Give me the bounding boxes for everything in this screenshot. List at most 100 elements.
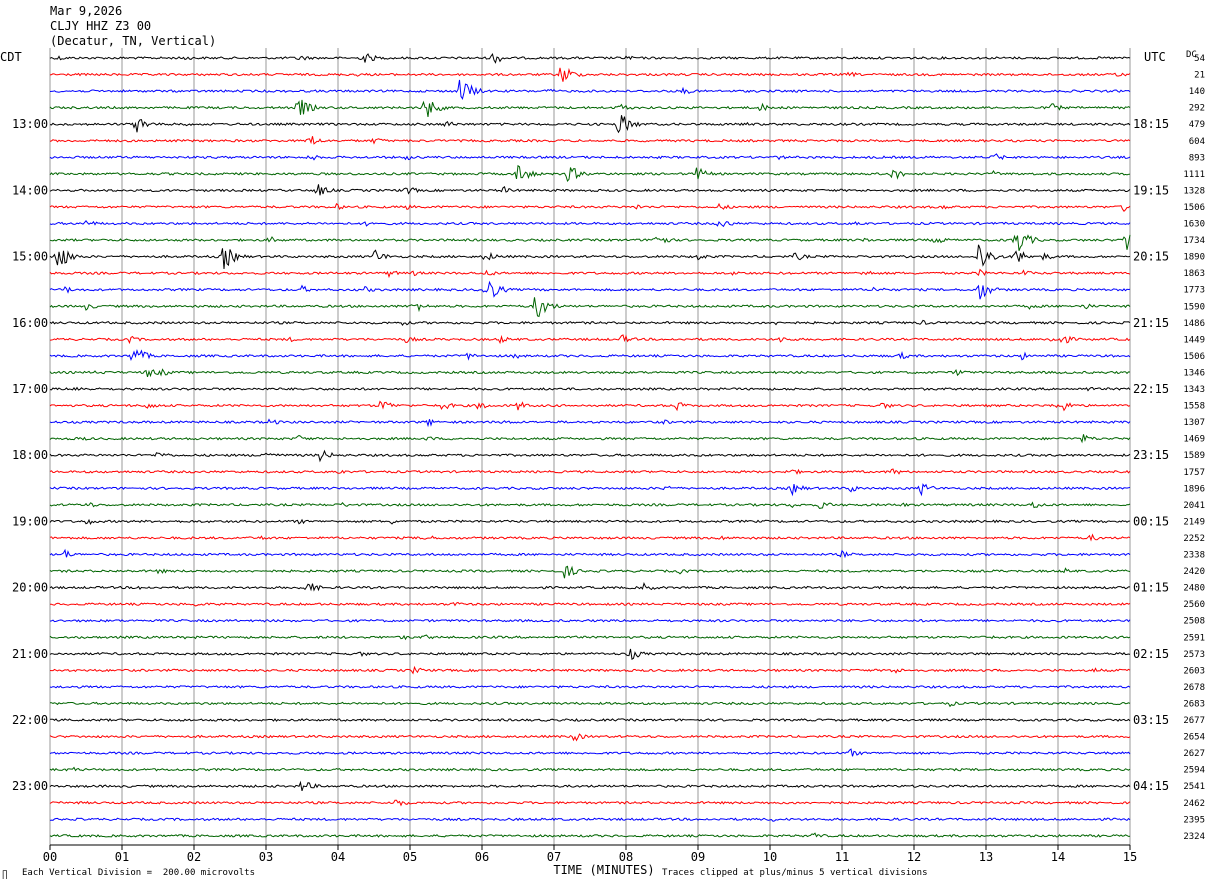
- x-tick-label-04: 04: [331, 850, 345, 864]
- trace-1: [49, 67, 1131, 82]
- x-tick-label-06: 06: [475, 850, 489, 864]
- dc-value-40: 2677: [1183, 716, 1205, 726]
- right-time-label: 00:15: [1133, 514, 1169, 528]
- trace-2: [49, 79, 1131, 100]
- trace-41: [49, 733, 1131, 742]
- trace-13: [49, 268, 1131, 279]
- dc-value-4: 479: [1189, 120, 1205, 130]
- x-tick-label-15: 15: [1123, 850, 1137, 864]
- dc-value-9: 1506: [1183, 203, 1205, 213]
- dc-value-7: 1111: [1183, 170, 1205, 180]
- dc-value-25: 1757: [1183, 468, 1205, 478]
- dc-value-12: 1890: [1183, 253, 1205, 263]
- dc-value-35: 2591: [1183, 633, 1205, 643]
- dc-value-41: 2654: [1183, 733, 1205, 743]
- trace-15: [49, 297, 1131, 318]
- trace-23: [49, 434, 1131, 444]
- trace-40: [49, 718, 1131, 722]
- trace-18: [49, 349, 1131, 361]
- dc-label: DC: [1186, 50, 1197, 60]
- header-date: Mar 9,2026: [50, 4, 123, 18]
- trace-26: [49, 483, 1131, 497]
- trace-0: [49, 52, 1131, 64]
- dc-value-6: 893: [1189, 153, 1205, 163]
- trace-30: [49, 548, 1131, 559]
- dc-value-46: 2395: [1183, 815, 1205, 825]
- dc-value-10: 1630: [1183, 220, 1205, 230]
- x-tick-label-14: 14: [1051, 850, 1065, 864]
- right-time-label: 02:15: [1133, 647, 1169, 661]
- dc-value-47: 2324: [1183, 832, 1205, 842]
- dc-value-21: 1558: [1183, 402, 1205, 412]
- trace-6: [49, 153, 1131, 161]
- dc-value-33: 2560: [1183, 600, 1205, 610]
- trace-10: [49, 219, 1131, 228]
- left-time-label: 14:00: [12, 183, 48, 197]
- right-time-label: 20:15: [1133, 250, 1169, 264]
- trace-34: [49, 618, 1131, 623]
- dc-value-30: 2338: [1183, 551, 1205, 561]
- trace-5: [49, 136, 1131, 145]
- trace-28: [49, 518, 1131, 526]
- dc-value-43: 2594: [1183, 766, 1205, 776]
- left-time-label: 19:00: [12, 514, 48, 528]
- dc-value-23: 1469: [1183, 435, 1205, 445]
- left-time-label: 17:00: [12, 382, 48, 396]
- dc-value-14: 1773: [1183, 286, 1205, 296]
- dc-value-11: 1734: [1183, 236, 1205, 246]
- trace-29: [49, 533, 1131, 542]
- dc-value-29: 2252: [1183, 534, 1205, 544]
- trace-43: [49, 766, 1131, 772]
- x-tick-label-02: 02: [187, 850, 201, 864]
- dc-value-17: 1449: [1183, 335, 1205, 345]
- right-time-label: 19:15: [1133, 183, 1169, 197]
- dc-value-18: 1506: [1183, 352, 1205, 362]
- left-time-label: 16:00: [12, 316, 48, 330]
- right-time-label: 23:15: [1133, 448, 1169, 462]
- dc-value-44: 2541: [1183, 782, 1205, 792]
- dc-value-19: 1346: [1183, 368, 1205, 378]
- dc-value-28: 2149: [1183, 517, 1205, 527]
- trace-group: [49, 52, 1131, 838]
- dc-value-31: 2420: [1183, 567, 1205, 577]
- right-time-label: 01:15: [1133, 581, 1169, 595]
- trace-27: [49, 501, 1131, 509]
- x-tick-label-11: 11: [835, 850, 849, 864]
- trace-45: [49, 799, 1131, 807]
- left-time-label: 23:00: [12, 779, 48, 793]
- dc-value-3: 292: [1189, 104, 1205, 114]
- left-time-label: 21:00: [12, 647, 48, 661]
- left-time-label: 15:00: [12, 250, 48, 264]
- trace-33: [50, 601, 1131, 607]
- dc-value-27: 2041: [1183, 501, 1205, 511]
- dc-value-38: 2678: [1183, 683, 1205, 693]
- right-time-label: 18:15: [1133, 117, 1169, 131]
- trace-31: [49, 565, 1131, 579]
- trace-3: [49, 99, 1131, 117]
- right-axis-title: UTC: [1144, 50, 1166, 64]
- trace-44: [49, 780, 1131, 792]
- left-time-label: 13:00: [12, 117, 48, 131]
- trace-9: [49, 202, 1131, 212]
- x-tick-label-03: 03: [259, 850, 273, 864]
- trace-37: [49, 665, 1131, 675]
- trace-8: [49, 184, 1131, 196]
- trace-25: [49, 468, 1131, 475]
- dc-value-42: 2627: [1183, 749, 1205, 759]
- trace-38: [49, 685, 1131, 689]
- x-tick-label-13: 13: [979, 850, 993, 864]
- dc-value-24: 1589: [1183, 451, 1205, 461]
- trace-19: [49, 368, 1131, 378]
- x-tick-label-12: 12: [907, 850, 921, 864]
- x-tick-label-07: 07: [547, 850, 561, 864]
- dc-value-45: 2462: [1183, 799, 1205, 809]
- left-time-label: 20:00: [12, 581, 48, 595]
- left-time-label: 18:00: [12, 448, 48, 462]
- trace-16: [49, 319, 1131, 326]
- trace-39: [50, 701, 1131, 708]
- dc-value-1: 21: [1194, 71, 1205, 81]
- trace-36: [49, 648, 1131, 661]
- trace-46: [49, 817, 1131, 822]
- trace-14: [49, 280, 1131, 300]
